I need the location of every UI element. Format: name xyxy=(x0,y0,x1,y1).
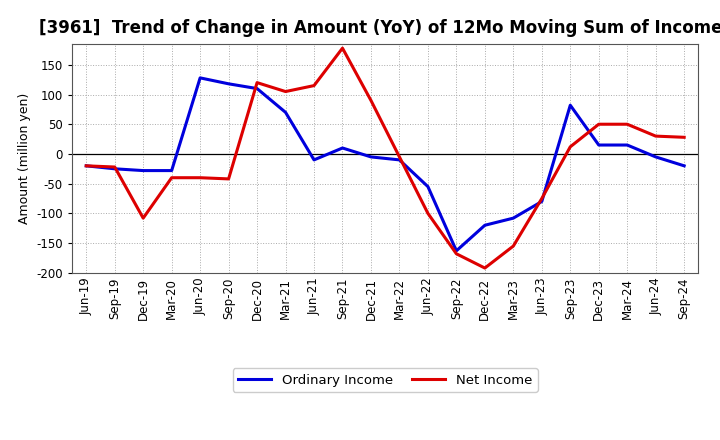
Net Income xyxy=(509,243,518,249)
Ordinary Income xyxy=(253,86,261,91)
Line: Ordinary Income: Ordinary Income xyxy=(86,78,684,251)
Net Income xyxy=(110,165,119,170)
Net Income xyxy=(225,176,233,182)
Legend: Ordinary Income, Net Income: Ordinary Income, Net Income xyxy=(233,368,538,392)
Net Income xyxy=(310,83,318,88)
Ordinary Income xyxy=(310,157,318,162)
Ordinary Income xyxy=(509,216,518,221)
Ordinary Income xyxy=(595,143,603,148)
Net Income xyxy=(82,163,91,169)
Ordinary Income xyxy=(480,223,489,228)
Ordinary Income xyxy=(110,166,119,172)
Net Income xyxy=(623,121,631,127)
Ordinary Income xyxy=(680,163,688,169)
Net Income xyxy=(566,144,575,150)
Ordinary Income xyxy=(537,199,546,204)
Ordinary Income xyxy=(423,184,432,189)
Ordinary Income xyxy=(139,168,148,173)
Net Income xyxy=(196,175,204,180)
Ordinary Income xyxy=(167,168,176,173)
Net Income xyxy=(680,135,688,140)
Net Income xyxy=(452,251,461,257)
Net Income xyxy=(423,211,432,216)
Net Income xyxy=(480,265,489,271)
Net Income xyxy=(139,216,148,221)
Ordinary Income xyxy=(196,75,204,81)
Ordinary Income xyxy=(652,154,660,160)
Title: [3961]  Trend of Change in Amount (YoY) of 12Mo Moving Sum of Incomes: [3961] Trend of Change in Amount (YoY) o… xyxy=(38,19,720,37)
Ordinary Income xyxy=(452,248,461,253)
Net Income xyxy=(338,45,347,51)
Net Income xyxy=(537,196,546,201)
Ordinary Income xyxy=(623,143,631,148)
Ordinary Income xyxy=(366,154,375,160)
Ordinary Income xyxy=(225,81,233,86)
Ordinary Income xyxy=(566,103,575,108)
Net Income xyxy=(282,89,290,94)
Ordinary Income xyxy=(82,163,91,169)
Ordinary Income xyxy=(282,110,290,115)
Net Income xyxy=(167,175,176,180)
Ordinary Income xyxy=(395,157,404,162)
Line: Net Income: Net Income xyxy=(86,48,684,268)
Ordinary Income xyxy=(338,145,347,150)
Net Income xyxy=(366,98,375,103)
Net Income xyxy=(253,80,261,85)
Net Income xyxy=(395,154,404,160)
Net Income xyxy=(652,133,660,139)
Net Income xyxy=(595,121,603,127)
Y-axis label: Amount (million yen): Amount (million yen) xyxy=(18,93,31,224)
